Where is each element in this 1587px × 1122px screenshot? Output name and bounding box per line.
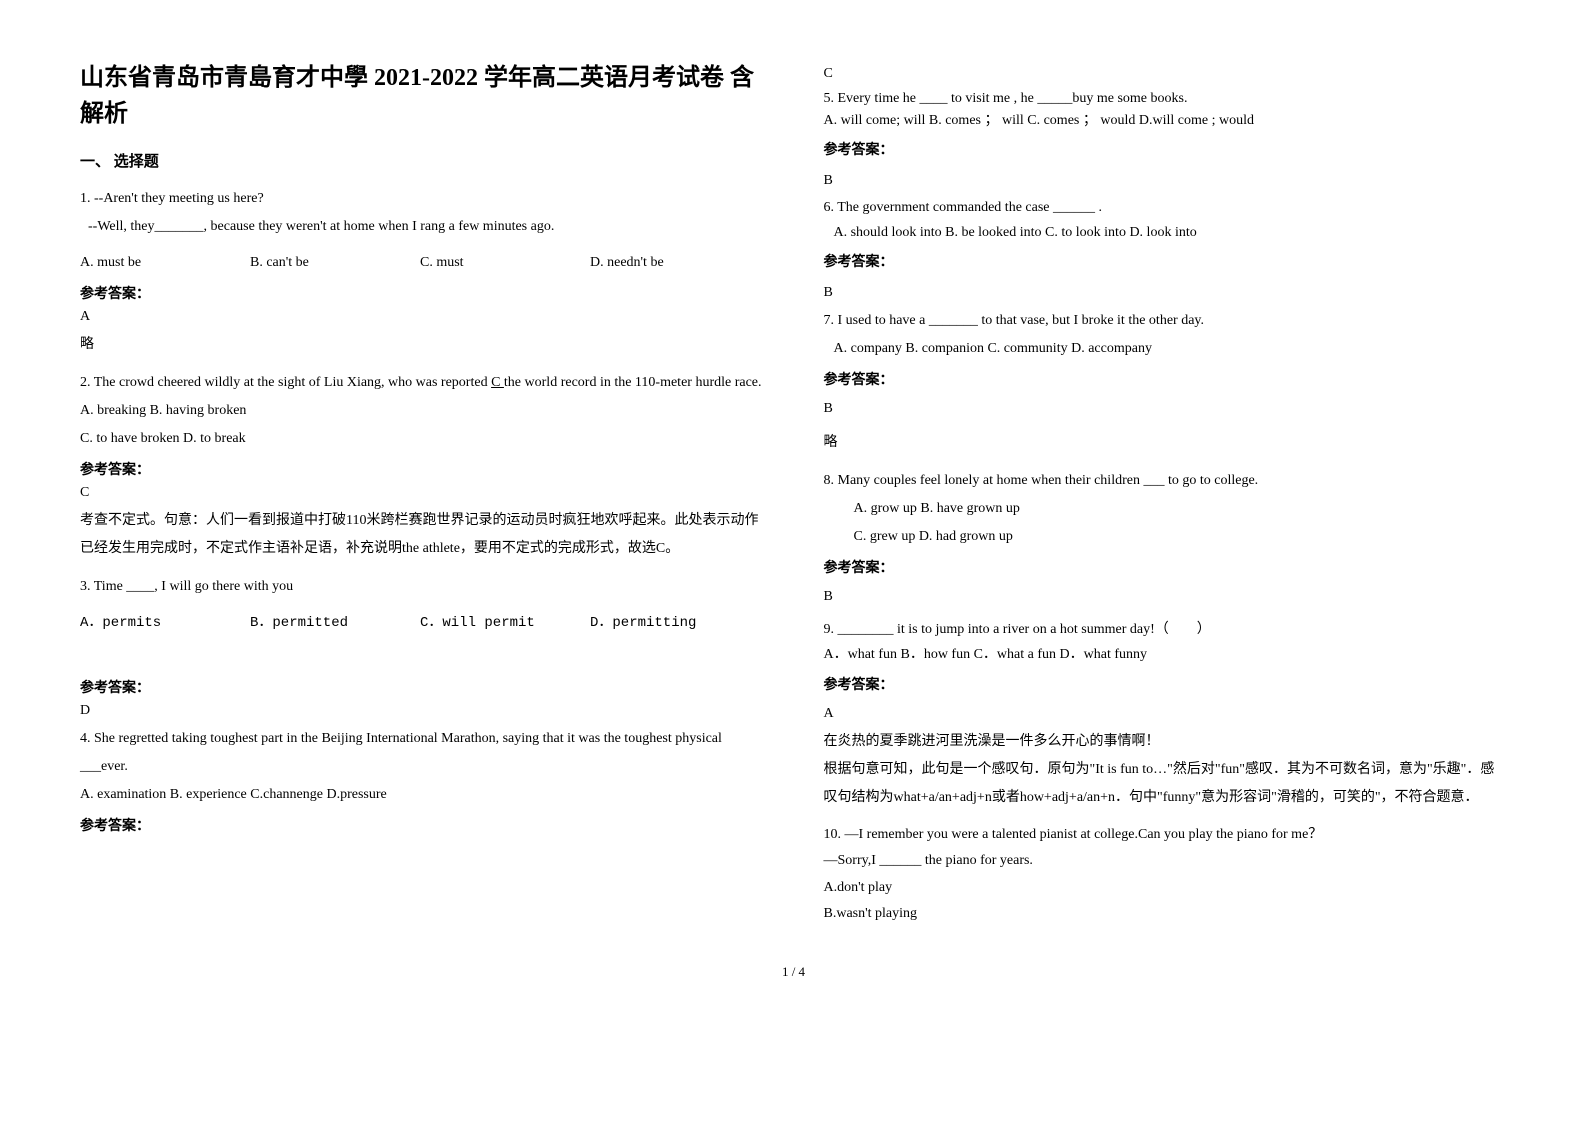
q3-answer-label: 参考答案： xyxy=(80,677,764,697)
q4-answer: C xyxy=(824,66,1508,82)
q2-answer-label: 参考答案： xyxy=(80,459,764,479)
q1-line2: --Well, they_______, because they weren'… xyxy=(88,213,764,241)
question-2: 2. The crowd cheered wildly at the sight… xyxy=(80,369,764,453)
question-3: 3. Time ____, I will go there with you A… xyxy=(80,573,764,637)
q8-answer-label: 参考答案： xyxy=(824,557,1508,577)
q10-opt-b: B.wasn't playing xyxy=(824,901,1508,928)
q10-line2: —Sorry,I ______ the piano for years. xyxy=(824,848,1508,875)
q1-opt-c: C. must xyxy=(420,249,590,277)
q9-answer-label: 参考答案： xyxy=(824,674,1508,694)
q3-line1: 3. Time ____, I will go there with you xyxy=(80,573,764,601)
section-heading: 一、 选择题 xyxy=(80,150,764,171)
q9-explain: 在炎热的夏季跳进河里洗澡是一件多么开心的事情啊！ 根据句意可知，此句是一个感叹句… xyxy=(824,728,1508,812)
q6-answer: B xyxy=(824,285,1508,301)
question-9: 9. ________ it is to jump into a river o… xyxy=(824,617,1508,667)
q4-answer-label: 参考答案： xyxy=(80,815,764,835)
question-4: 4. She regretted taking toughest part in… xyxy=(80,725,764,809)
q7-explain: 略 xyxy=(824,429,1508,457)
q8-line1: 8. Many couples feel lonely at home when… xyxy=(824,467,1508,495)
q3-opt-b: B．permitted xyxy=(250,609,420,637)
q9-opts: A．what fun B．how fun C．what a fun D．what… xyxy=(824,642,1508,667)
q1-answer: A xyxy=(80,309,764,325)
q8-opts-row1: A. grow up B. have grown up xyxy=(854,495,1508,523)
q4-opts: A. examination B. experience C.channenge… xyxy=(80,781,764,809)
q1-line1: 1. --Aren't they meeting us here? xyxy=(80,185,764,213)
question-7: 7. I used to have a _______ to that vase… xyxy=(824,307,1508,363)
q7-answer: B xyxy=(824,401,1508,417)
q1-answer-label: 参考答案： xyxy=(80,283,764,303)
q2-blank-answer: C xyxy=(491,375,504,390)
right-column: C 5. Every time he ____ to visit me , he… xyxy=(824,60,1508,934)
q1-opt-b: B. can't be xyxy=(250,249,420,277)
question-5: 5. Every time he ____ to visit me , he _… xyxy=(824,88,1508,133)
question-6: 6. The government commanded the case ___… xyxy=(824,195,1508,245)
q6-opts: A. should look into B. be looked into C.… xyxy=(834,220,1508,245)
q5-line1: 5. Every time he ____ to visit me , he _… xyxy=(824,88,1508,110)
question-1: 1. --Aren't they meeting us here? --Well… xyxy=(80,185,764,277)
q2-opts-row1: A. breaking B. having broken xyxy=(80,397,764,425)
q5-opts: A. will come; will B. comes ； will C. co… xyxy=(824,110,1508,132)
q5-answer-label: 参考答案： xyxy=(824,139,1508,159)
q8-opts-row2: C. grew up D. had grown up xyxy=(854,523,1508,551)
q8-answer: B xyxy=(824,589,1508,605)
q1-explain: 略 xyxy=(80,331,764,359)
q9-answer: A xyxy=(824,706,1508,722)
exam-title: 山东省青岛市青島育才中學 2021-2022 学年高二英语月考试卷 含解析 xyxy=(80,60,764,132)
q3-opt-d: D．permitting xyxy=(590,609,696,637)
q1-opt-d: D. needn't be xyxy=(590,249,664,277)
q2-explain: 考查不定式。句意：人们一看到报道中打破110米跨栏赛跑世界记录的运动员时疯狂地欢… xyxy=(80,507,764,563)
q2-opts-row2: C. to have broken D. to break xyxy=(80,425,764,453)
q3-answer: D xyxy=(80,703,764,719)
question-10: 10. —I remember you were a talented pian… xyxy=(824,822,1508,928)
q6-answer-label: 参考答案： xyxy=(824,251,1508,271)
q7-answer-label: 参考答案： xyxy=(824,369,1508,389)
q2-answer: C xyxy=(80,485,764,501)
q7-opts: A. company B. companion C. community D. … xyxy=(834,335,1508,363)
question-8: 8. Many couples feel lonely at home when… xyxy=(824,467,1508,551)
q2-line1c: the world record in the 110-meter hurdle… xyxy=(504,375,762,390)
q3-opt-a: A．permits xyxy=(80,609,250,637)
q7-line1: 7. I used to have a _______ to that vase… xyxy=(824,307,1508,335)
q10-line1: 10. —I remember you were a talented pian… xyxy=(824,822,1508,849)
left-column: 山东省青岛市青島育才中學 2021-2022 学年高二英语月考试卷 含解析 一、… xyxy=(80,60,764,934)
q9-line1: 9. ________ it is to jump into a river o… xyxy=(824,617,1508,642)
q1-opt-a: A. must be xyxy=(80,249,250,277)
q5-answer: B xyxy=(824,173,1508,189)
page-number: 1 / 4 xyxy=(80,964,1507,980)
q2-line1a: 2. The crowd cheered wildly at the sight… xyxy=(80,375,491,390)
q6-line1: 6. The government commanded the case ___… xyxy=(824,195,1508,220)
q3-opt-c: C．will permit xyxy=(420,609,590,637)
q4-line1: 4. She regretted taking toughest part in… xyxy=(80,725,764,781)
q2-stem: 2. The crowd cheered wildly at the sight… xyxy=(80,369,764,397)
q10-opt-a: A.don't play xyxy=(824,875,1508,902)
